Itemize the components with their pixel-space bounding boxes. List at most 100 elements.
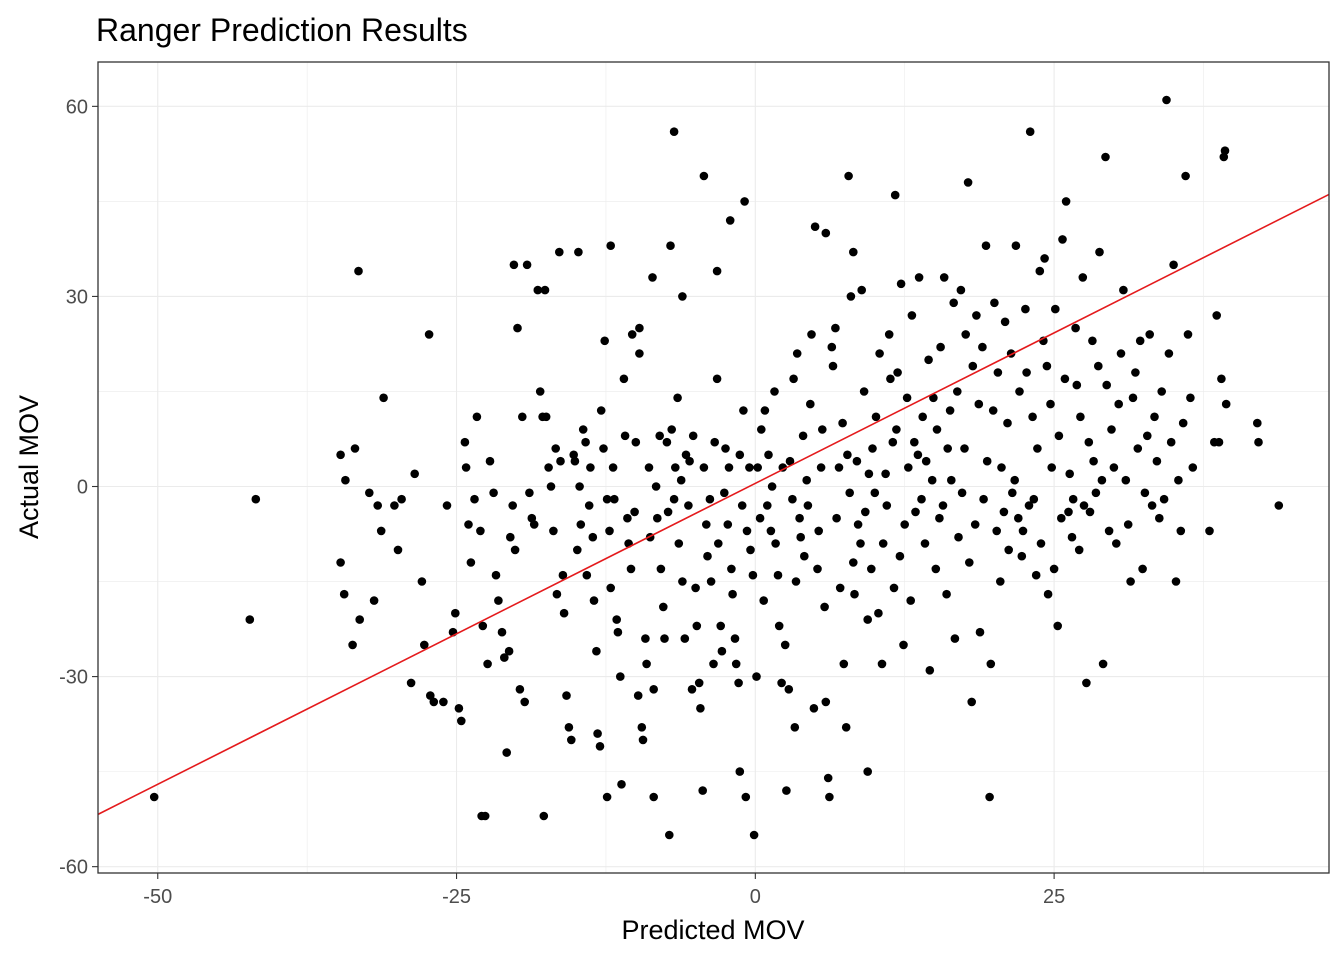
data-point (1138, 564, 1147, 574)
data-point (681, 450, 691, 460)
y-tick-label: -30 (59, 667, 88, 689)
data-point (870, 488, 880, 498)
data-point (992, 526, 1001, 536)
data-point (1102, 380, 1111, 390)
data-point (798, 431, 808, 441)
data-point (1145, 330, 1154, 339)
data-point (1003, 418, 1012, 428)
data-point (828, 361, 838, 371)
data-point (1082, 678, 1091, 688)
data-point (578, 425, 588, 434)
data-point (373, 501, 383, 510)
data-point (642, 659, 651, 669)
data-point (1133, 444, 1143, 453)
data-point (348, 640, 357, 650)
data-point (771, 539, 780, 548)
data-point (617, 780, 626, 789)
data-point (1046, 399, 1055, 409)
data-point (888, 437, 898, 447)
data-point (913, 450, 923, 460)
data-point (864, 469, 874, 479)
data-point (1188, 463, 1198, 472)
data-point (573, 545, 582, 555)
data-point (945, 406, 955, 415)
data-point (477, 811, 486, 821)
data-point (698, 786, 707, 795)
data-point (1060, 374, 1070, 384)
data-point (745, 463, 754, 472)
data-point (735, 450, 745, 460)
chart-title: Ranger Prediction Results (96, 12, 468, 48)
data-point (741, 792, 751, 802)
data-point (953, 387, 962, 396)
data-point (630, 507, 639, 517)
data-point (788, 494, 797, 504)
data-point (1171, 577, 1181, 586)
data-point (939, 273, 949, 282)
data-point (737, 501, 747, 510)
data-point (354, 266, 363, 276)
data-point (454, 704, 464, 713)
data-point (336, 558, 345, 567)
data-point (1176, 526, 1186, 536)
y-axis-title: Actual MOV (14, 395, 44, 539)
data-point (1121, 475, 1131, 485)
data-point (803, 501, 813, 510)
data-point (1123, 520, 1133, 529)
data-point (510, 545, 520, 555)
data-point (393, 545, 403, 555)
data-point (954, 532, 963, 542)
data-point (420, 640, 429, 650)
data-point (974, 399, 984, 409)
data-point (509, 260, 519, 270)
data-point (1047, 463, 1056, 472)
data-point (1017, 551, 1027, 561)
data-point (699, 463, 709, 472)
data-point (1164, 349, 1174, 358)
data-point (839, 659, 849, 669)
data-point (641, 634, 650, 643)
data-point (562, 691, 571, 700)
data-point (904, 463, 913, 472)
data-point (1043, 589, 1053, 599)
data-point (868, 444, 877, 453)
data-point (846, 292, 856, 301)
y-tick-label: 0 (77, 477, 88, 499)
data-point (975, 627, 985, 637)
data-point (1109, 463, 1119, 472)
data-point (586, 463, 595, 472)
data-point (752, 672, 761, 681)
data-point (785, 456, 795, 466)
data-point (584, 501, 594, 510)
data-point (149, 792, 159, 802)
data-point (931, 564, 941, 574)
data-point (649, 685, 658, 694)
data-point (1183, 330, 1193, 339)
data-point (961, 330, 970, 339)
data-point (757, 425, 766, 434)
data-point (1169, 260, 1178, 270)
y-tick-label: 60 (66, 96, 88, 118)
data-point (513, 323, 522, 333)
data-point (841, 723, 851, 732)
data-point (990, 298, 999, 308)
data-point (483, 659, 492, 669)
data-point (558, 570, 568, 580)
data-point (993, 368, 1003, 377)
data-point (613, 627, 623, 637)
data-point (734, 678, 743, 688)
data-point (714, 539, 723, 548)
data-point (656, 564, 666, 574)
data-point (1071, 323, 1080, 333)
data-point (559, 608, 569, 618)
data-point (429, 697, 439, 707)
data-point (1221, 399, 1231, 409)
data-point (706, 577, 716, 586)
y-axis: -60 -30 0 30 60 (59, 96, 98, 879)
data-point (600, 336, 609, 346)
fit-line (97, 193, 1330, 816)
data-point (606, 583, 615, 593)
data-point (938, 501, 948, 510)
data-point (1051, 304, 1060, 314)
data-point (739, 406, 748, 415)
